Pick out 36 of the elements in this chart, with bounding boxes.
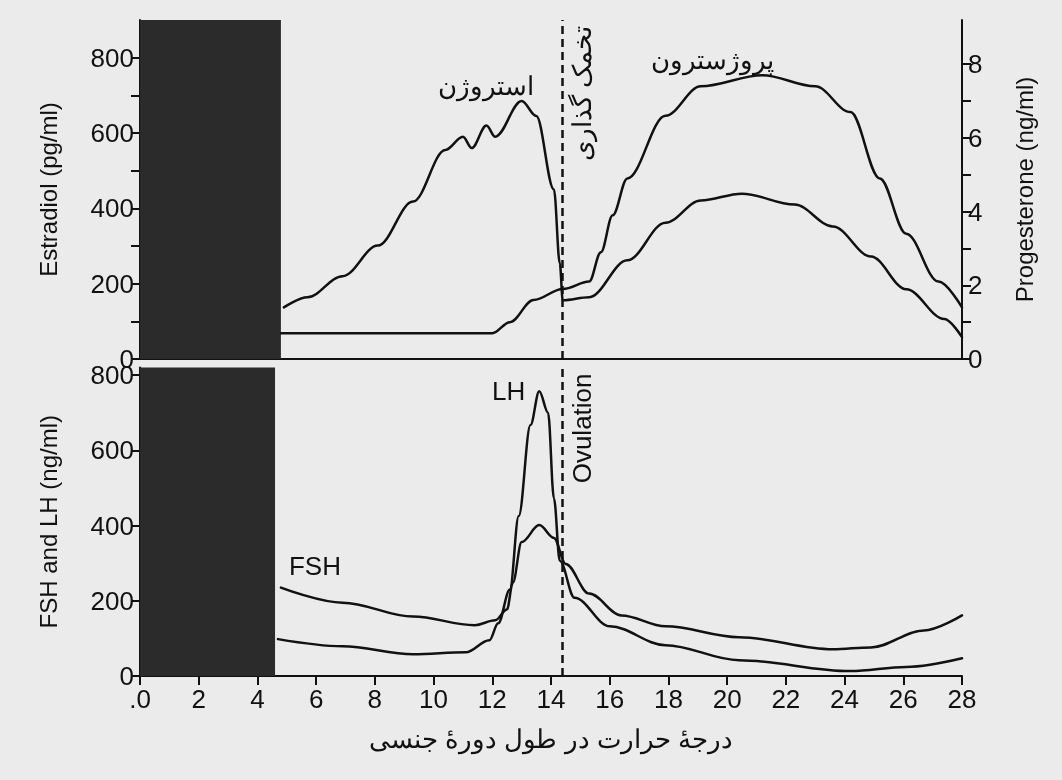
y2-axis-title: Progesterone (ng/ml) <box>1010 76 1038 303</box>
x-tick-label: 2 <box>191 684 206 714</box>
y-axis-title: Estradiol (pg/ml) <box>34 102 62 277</box>
x-tick-label: 16 <box>595 684 625 714</box>
y2-tick-label: 0 <box>968 344 983 374</box>
x-tick-label: 26 <box>888 684 918 714</box>
series-label: استروژن <box>437 70 534 102</box>
y-tick-label: 200 <box>90 268 134 299</box>
y2-tick-label: 8 <box>968 49 983 80</box>
y-tick-label: 600 <box>90 118 134 148</box>
y-tick-label: 200 <box>90 585 134 616</box>
y2-tick-label: 6 <box>968 122 983 153</box>
x-tick-label: 24 <box>830 684 860 714</box>
series-label: پروژسترون <box>651 45 775 77</box>
y-tick-label: 400 <box>90 193 134 224</box>
y2-tick-label: 2 <box>968 270 983 301</box>
y-tick-label: 800 <box>90 42 134 73</box>
y-tick-label: 400 <box>90 510 134 541</box>
y-axis-title: FSH and LH (ng/ml) <box>34 415 62 629</box>
x-tick-label: 22 <box>771 684 801 714</box>
series-label: LH <box>492 376 526 407</box>
y-tick-label: 600 <box>90 435 134 466</box>
x-tick-label: 4 <box>250 684 265 714</box>
x-tick-label: 6 <box>308 684 324 714</box>
x-axis-title: درجۀ حرارت در طول دورۀ جنسی <box>368 724 734 755</box>
x-tick-label: 18 <box>653 684 683 714</box>
x-tick-label: 20 <box>712 684 742 714</box>
ref-line-label: Ovulation <box>566 373 597 484</box>
ref-line-label: تخمک گذاری <box>566 26 598 162</box>
series-label: FSH <box>288 550 341 581</box>
x-tick-label: 10 <box>419 684 449 714</box>
x-tick-label: 14 <box>536 684 566 714</box>
x-tick-label: 28 <box>947 684 977 714</box>
x-tick-label: 12 <box>477 684 507 714</box>
x-tick-label: 8 <box>367 684 383 714</box>
y2-tick-label: 4 <box>968 196 983 227</box>
